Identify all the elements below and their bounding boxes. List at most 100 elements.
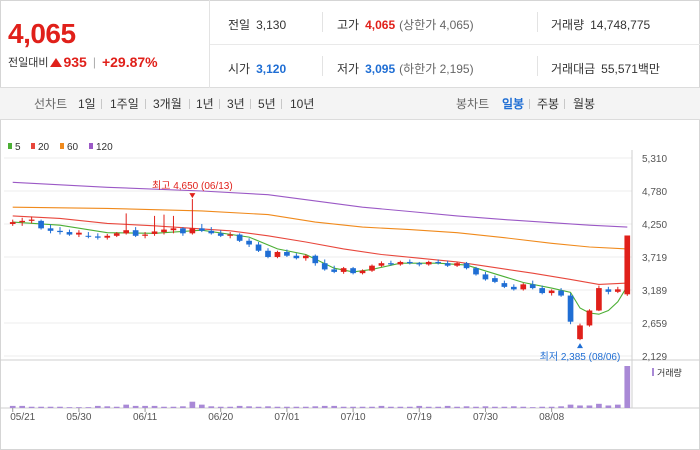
volume-bar [38,406,44,408]
ma120-line [12,181,628,228]
volume-bar [161,406,167,408]
volume-bar [132,405,139,408]
volume-bar [567,404,574,408]
volume-bar [284,406,290,408]
candle-body [28,219,35,221]
divider [219,99,220,109]
volume-bar [416,405,423,408]
period-3y-button[interactable]: 3년 [227,97,245,111]
volume-bar [9,405,16,408]
line-chart-title: 선차트 [34,97,68,111]
candle-body [284,251,290,256]
candle-body [180,228,186,234]
period-10y-button[interactable]: 10년 [290,97,315,111]
period-5y-button[interactable]: 5년 [258,97,276,111]
stat-prev-close: 전일 3,130 [228,16,286,33]
candle-body [350,268,356,274]
x-tick-label: 07/10 [341,412,366,423]
x-tick-label: 07/19 [407,412,432,423]
divider [322,12,323,32]
period-3m-button[interactable]: 3개월 [153,97,182,111]
period-1y-button[interactable]: 1년 [196,97,214,111]
divider [189,99,190,109]
x-tick-label: 07/01 [274,412,299,423]
volume-bar [558,406,564,408]
volume-bar [435,406,442,408]
moving-average-lines [12,181,628,315]
stat-trade-value: 거래대금 55,571백만 [551,60,660,77]
volume-bar [406,406,413,408]
legend-label: 120 [96,142,113,153]
volume-bar [76,407,82,408]
volume-bar [151,405,158,408]
volume-bar [123,404,130,408]
volume-bar [265,406,271,408]
low-annotation: 최저 2,385 (08/06) [540,351,621,363]
up-arrow-icon [50,57,63,67]
x-tick-label: 05/30 [66,412,91,423]
candle-body [454,263,460,266]
volume-bar [586,405,593,408]
candle-body [57,230,63,233]
candle-body [397,261,404,265]
x-tick-label: 05/21 [10,412,35,423]
candle-body [170,228,177,231]
y-tick-label: 3,189 [642,286,667,297]
volume-bar [369,406,375,408]
volume-bar [614,404,621,408]
volume-bar [492,406,498,408]
volume-bar [255,406,262,408]
candle-weekly-button[interactable]: 주봉 [537,97,560,111]
legend-label: 5 [15,142,21,153]
candle-body [66,232,73,235]
volume-bar [227,406,234,408]
candle-body [520,284,527,290]
volume-bar [94,405,101,408]
stat-label: 고가 [337,18,360,32]
divider [564,99,565,109]
volume-bar [321,405,328,408]
volume-bar [198,404,205,408]
candle-body [378,263,385,266]
volume-bar [293,406,300,408]
volume-bar [113,406,120,408]
candle-body [293,255,300,259]
candle-monthly-button[interactable]: 월봉 [573,97,596,111]
legend-label: 60 [67,142,79,153]
candle-body [529,284,536,289]
divider [101,99,102,109]
candle-body [624,235,631,295]
candlesticks [9,199,631,341]
period-1d-button[interactable]: 1일 [78,97,96,111]
stat-low: 저가 3,095 (하한가 2,195) [337,60,474,77]
candle-body [473,268,479,275]
candle-body [217,233,224,236]
candle-chart-title: 봉차트 [456,97,490,111]
y-tick-label: 4,780 [642,187,667,198]
candle-body [312,255,319,264]
y-tick-label: 2,659 [642,319,667,330]
period-1w-button[interactable]: 1주일 [110,97,139,111]
divider [537,12,538,32]
divider [145,99,146,109]
stat-value: 55,571 [601,62,638,76]
volume-bar [605,405,612,408]
volume-bar [19,405,26,408]
candle-daily-button[interactable]: 일봉 [502,97,525,111]
candle-body [558,290,564,296]
y-tick-label: 2,129 [642,352,667,363]
stat-label: 전일 [228,18,251,32]
divider [281,99,282,109]
y-tick-label: 3,719 [642,253,667,264]
price-chart: 5 20 60 120 5,310 4,780 4,250 3,719 3,189 2,659 2… [0,142,700,423]
candle-body [76,232,82,235]
volume-bar [463,406,470,408]
candle-body [255,244,262,251]
candle-body [586,310,593,326]
y-tick-label: 4,250 [642,220,667,231]
candle-body [444,263,451,266]
volume-bar [510,406,517,408]
candle-body [596,288,602,311]
volume-bar [388,406,394,408]
candle-body [265,250,271,257]
